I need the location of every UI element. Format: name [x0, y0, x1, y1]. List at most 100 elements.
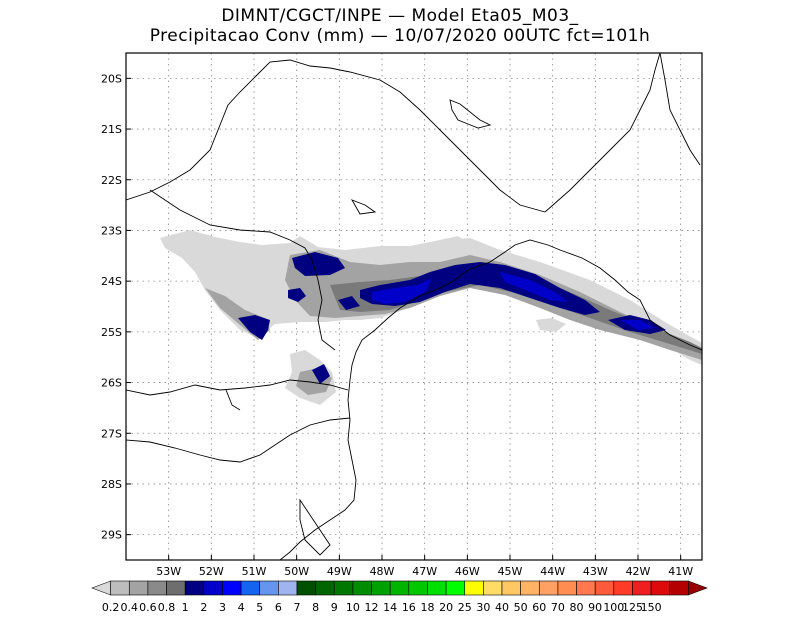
- colorbar-swatch: [110, 580, 130, 596]
- precip-area-1mm: [338, 296, 360, 310]
- colorbar-swatch: [613, 580, 633, 596]
- lon-tick-label: 42W: [626, 565, 651, 578]
- colorbar-label: 16: [402, 601, 416, 614]
- colorbar-label: 7: [294, 601, 301, 614]
- state-border: [126, 379, 349, 396]
- precip-area-light: [440, 236, 470, 252]
- colorbar-label: 10: [346, 601, 360, 614]
- colorbar-swatch: [669, 580, 689, 596]
- colorbar-swatch: [240, 580, 261, 596]
- colorbar-label: 0.4: [121, 601, 139, 614]
- lon-tick-label: 46W: [455, 565, 480, 578]
- lake: [350, 199, 377, 215]
- colorbar-label: 1: [182, 601, 189, 614]
- colorbar-swatch: [352, 580, 372, 596]
- coastline: [279, 239, 702, 560]
- state-border: [126, 59, 546, 213]
- state-border: [659, 53, 701, 166]
- lon-tick-label: 52W: [199, 565, 224, 578]
- colorbar-label: 3: [219, 601, 226, 614]
- colorbar-label: 6: [275, 601, 282, 614]
- colorbar-label: 80: [570, 601, 584, 614]
- lat-tick-label: 21S: [101, 123, 122, 136]
- colorbar-swatch: [147, 580, 167, 596]
- lat-tick-label: 27S: [101, 427, 122, 440]
- colorbar-label: 18: [420, 601, 434, 614]
- precip-area-1mm: [292, 252, 345, 276]
- colorbar-label: 8: [312, 601, 319, 614]
- precip-area-light: [536, 318, 566, 332]
- lat-tick-label: 22S: [101, 174, 122, 187]
- colorbar-swatch: [128, 580, 149, 596]
- colorbar-swatch: [315, 580, 335, 596]
- colorbar-label: 12: [365, 601, 379, 614]
- lon-tick-label: 47W: [412, 565, 437, 578]
- colorbar-swatch: [91, 580, 111, 596]
- lon-tick-label: 51W: [242, 565, 267, 578]
- colorbar-swatch: [222, 580, 242, 596]
- precip-area-1mm: [288, 288, 306, 302]
- lat-tick-label: 28S: [101, 478, 122, 491]
- lon-tick-label: 53W: [156, 565, 181, 578]
- colorbar-swatch: [278, 580, 298, 596]
- lon-tick-label: 48W: [370, 565, 395, 578]
- lat-tick-label: 23S: [101, 224, 122, 237]
- colorbar-swatch: [203, 580, 223, 596]
- colorbar-swatch: [408, 580, 428, 596]
- colorbar-label: 14: [383, 601, 397, 614]
- colorbar-swatch: [464, 580, 484, 596]
- lat-tick-label: 26S: [101, 377, 122, 390]
- colorbar-swatch: [576, 580, 596, 596]
- colorbar-swatch: [538, 580, 559, 596]
- colorbar-swatch: [259, 580, 279, 596]
- colorbar-label: 60: [532, 601, 546, 614]
- precip-area-1mm: [360, 262, 600, 315]
- colorbar-label: 125: [622, 601, 643, 614]
- colorbar-swatch: [501, 580, 521, 596]
- coastlines-and-borders: [126, 53, 702, 560]
- state-border: [544, 53, 661, 213]
- colorbar-swatch: [296, 580, 316, 596]
- colorbar-label: 0.6: [139, 601, 157, 614]
- lon-tick-label: 44W: [540, 565, 565, 578]
- colorbar-label: 4: [238, 601, 245, 614]
- colorbar-swatch: [632, 580, 652, 596]
- precip-area-2mm: [372, 278, 432, 304]
- state-border: [225, 389, 241, 411]
- colorbar-swatch: [333, 580, 354, 596]
- precip-area-1mm: [312, 364, 330, 384]
- colorbar-swatch: [557, 580, 577, 596]
- precip-area-2mm: [620, 320, 655, 330]
- axis-ticks: 53W 52W 51W 50W 49W 48W 47W 46W 45W 44W 43W 42W 41W 2…: [101, 72, 693, 578]
- colorbar-swatch: [520, 580, 540, 596]
- precip-area-2mm: [500, 272, 568, 302]
- precip-area-1mm: [238, 315, 270, 340]
- colorbar-label: 0.8: [158, 601, 176, 614]
- colorbar-swatch: [166, 580, 186, 596]
- colorbar-swatch: [184, 580, 205, 596]
- colorbar-label: 20: [439, 601, 453, 614]
- colorbar-swatch: [688, 580, 708, 596]
- lon-tick-label: 41W: [668, 565, 693, 578]
- state-border: [149, 189, 336, 351]
- colorbar-label: 90: [588, 601, 602, 614]
- lon-tick-label: 45W: [498, 565, 523, 578]
- colorbar-label: 100: [603, 601, 624, 614]
- precipitation-field: [160, 230, 702, 405]
- lake: [449, 99, 492, 129]
- colorbar: 0.2 0.4 0.6 0.8 1 2 3 4 5 6 7 8 9 10 12 14 16 18 20 25 30 40 5…: [91, 580, 708, 614]
- figure-subtitle: Precipitacao Conv (mm) — 10/07/2020 00UT…: [149, 26, 651, 46]
- lon-tick-label: 49W: [327, 565, 352, 578]
- colorbar-label: 9: [331, 601, 338, 614]
- colorbar-swatch: [650, 580, 671, 596]
- colorbar-label: 5: [256, 601, 263, 614]
- state-border: [126, 417, 351, 463]
- colorbar-label: 40: [495, 601, 509, 614]
- colorbar-label: 50: [514, 601, 528, 614]
- lon-tick-label: 50W: [284, 565, 309, 578]
- figure-title: DIMNT/CGCT/INPE — Model Eta05_M03_: [221, 6, 579, 26]
- colorbar-label: 150: [641, 601, 662, 614]
- precip-area-mid: [285, 250, 702, 360]
